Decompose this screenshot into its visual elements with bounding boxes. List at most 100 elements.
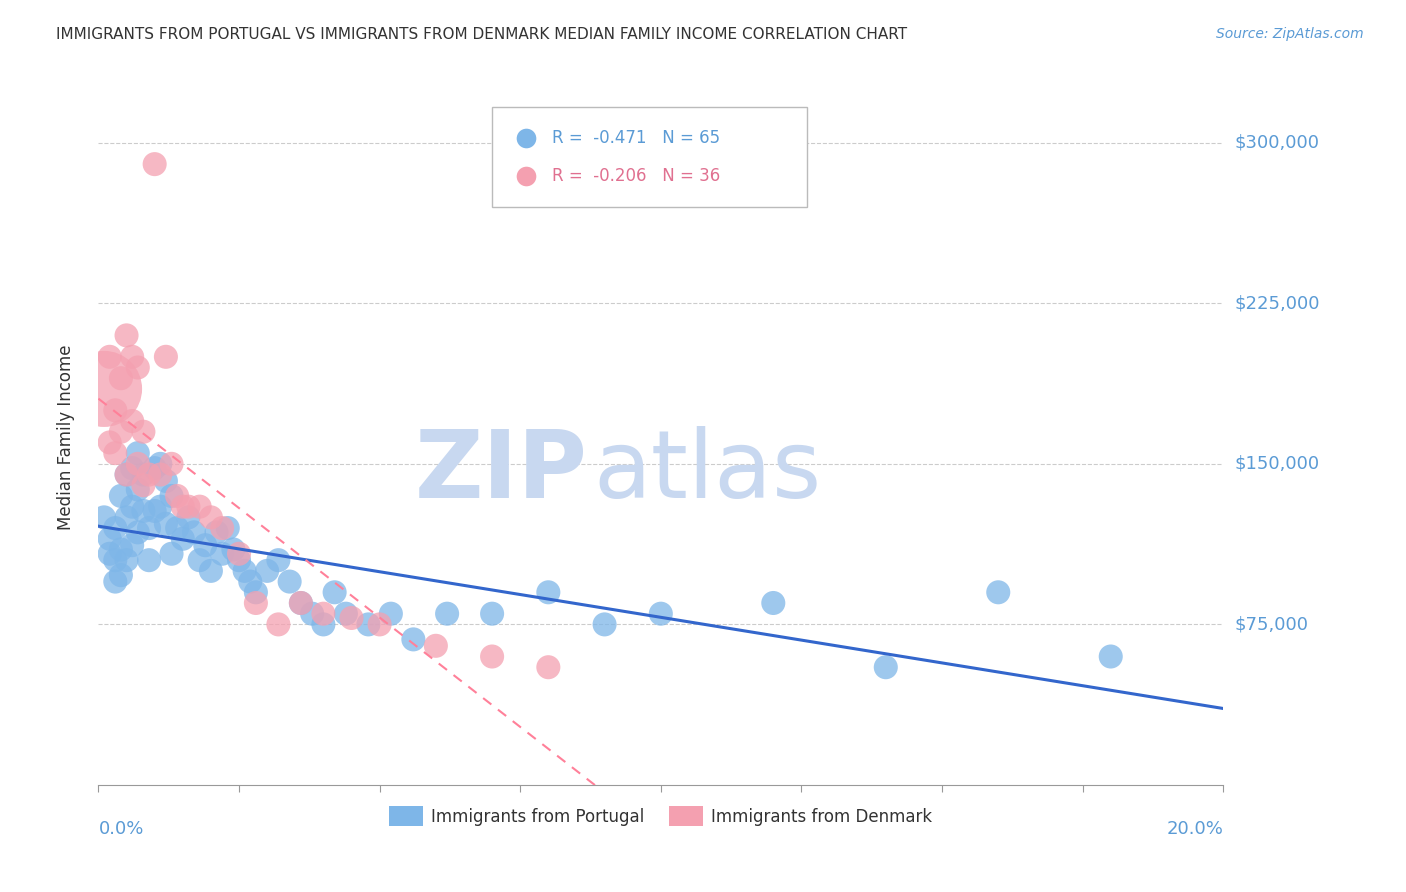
Point bbox=[1099, 649, 1122, 664]
Point bbox=[256, 564, 278, 578]
Point bbox=[239, 574, 262, 589]
Text: R =  -0.471   N = 65: R = -0.471 N = 65 bbox=[551, 129, 720, 147]
Point bbox=[211, 521, 233, 535]
Point bbox=[267, 553, 290, 567]
Point bbox=[138, 521, 160, 535]
Point bbox=[278, 574, 301, 589]
Point bbox=[188, 500, 211, 514]
Point bbox=[115, 510, 138, 524]
Point bbox=[143, 504, 166, 518]
Point bbox=[138, 553, 160, 567]
Point bbox=[160, 547, 183, 561]
Point bbox=[149, 500, 172, 514]
Point bbox=[166, 521, 188, 535]
Point bbox=[115, 328, 138, 343]
Point bbox=[301, 607, 323, 621]
Point bbox=[222, 542, 245, 557]
FancyBboxPatch shape bbox=[492, 106, 807, 208]
Point bbox=[481, 649, 503, 664]
Point bbox=[380, 607, 402, 621]
Point bbox=[104, 446, 127, 460]
Text: R =  -0.206   N = 36: R = -0.206 N = 36 bbox=[551, 167, 720, 186]
Point bbox=[217, 521, 239, 535]
Point bbox=[110, 568, 132, 582]
Point bbox=[290, 596, 312, 610]
Point bbox=[267, 617, 290, 632]
Point bbox=[98, 350, 121, 364]
Point bbox=[127, 525, 149, 540]
Point bbox=[205, 525, 228, 540]
Point bbox=[593, 617, 616, 632]
Point bbox=[160, 457, 183, 471]
Point bbox=[132, 504, 155, 518]
Point bbox=[121, 461, 143, 475]
Point bbox=[132, 467, 155, 482]
Point bbox=[537, 585, 560, 599]
Point bbox=[127, 446, 149, 460]
Point bbox=[127, 483, 149, 497]
Legend: Immigrants from Portugal, Immigrants from Denmark: Immigrants from Portugal, Immigrants fro… bbox=[382, 800, 939, 832]
Point bbox=[115, 467, 138, 482]
Point bbox=[143, 461, 166, 475]
Point bbox=[650, 607, 672, 621]
Point bbox=[368, 617, 391, 632]
Point bbox=[110, 371, 132, 385]
Point bbox=[481, 607, 503, 621]
Y-axis label: Median Family Income: Median Family Income bbox=[56, 344, 75, 530]
Point bbox=[323, 585, 346, 599]
Point bbox=[127, 360, 149, 375]
Point bbox=[115, 467, 138, 482]
Point bbox=[121, 350, 143, 364]
Point bbox=[172, 500, 194, 514]
Point bbox=[762, 596, 785, 610]
Point bbox=[121, 414, 143, 428]
Point bbox=[312, 607, 335, 621]
Text: $300,000: $300,000 bbox=[1234, 134, 1319, 152]
Point bbox=[115, 553, 138, 567]
Point bbox=[138, 467, 160, 482]
Text: ZIP: ZIP bbox=[415, 425, 588, 518]
Point bbox=[200, 564, 222, 578]
Point bbox=[110, 489, 132, 503]
Point bbox=[233, 564, 256, 578]
Point bbox=[149, 467, 172, 482]
Point bbox=[245, 596, 267, 610]
Point bbox=[121, 500, 143, 514]
Point bbox=[104, 574, 127, 589]
Point bbox=[335, 607, 357, 621]
Point bbox=[104, 521, 127, 535]
Point bbox=[875, 660, 897, 674]
Point bbox=[188, 553, 211, 567]
Point bbox=[172, 532, 194, 546]
Point bbox=[155, 516, 177, 531]
Point bbox=[312, 617, 335, 632]
Point bbox=[436, 607, 458, 621]
Point bbox=[177, 500, 200, 514]
Point bbox=[987, 585, 1010, 599]
Point bbox=[104, 553, 127, 567]
Point bbox=[402, 632, 425, 647]
Point bbox=[183, 525, 205, 540]
Point bbox=[290, 596, 312, 610]
Point bbox=[357, 617, 380, 632]
Point bbox=[127, 457, 149, 471]
Text: $225,000: $225,000 bbox=[1234, 294, 1320, 312]
Point bbox=[155, 474, 177, 488]
Point bbox=[228, 547, 250, 561]
Point bbox=[98, 435, 121, 450]
Text: Source: ZipAtlas.com: Source: ZipAtlas.com bbox=[1216, 27, 1364, 41]
Point bbox=[155, 350, 177, 364]
Point bbox=[104, 403, 127, 417]
Point bbox=[98, 532, 121, 546]
Point bbox=[194, 538, 217, 552]
Point bbox=[98, 547, 121, 561]
Text: 20.0%: 20.0% bbox=[1167, 820, 1223, 838]
Point bbox=[177, 510, 200, 524]
Text: IMMIGRANTS FROM PORTUGAL VS IMMIGRANTS FROM DENMARK MEDIAN FAMILY INCOME CORRELA: IMMIGRANTS FROM PORTUGAL VS IMMIGRANTS F… bbox=[56, 27, 907, 42]
Point bbox=[245, 585, 267, 599]
Point bbox=[110, 542, 132, 557]
Point bbox=[149, 457, 172, 471]
Point bbox=[340, 611, 363, 625]
Text: $150,000: $150,000 bbox=[1234, 455, 1319, 473]
Point bbox=[143, 157, 166, 171]
